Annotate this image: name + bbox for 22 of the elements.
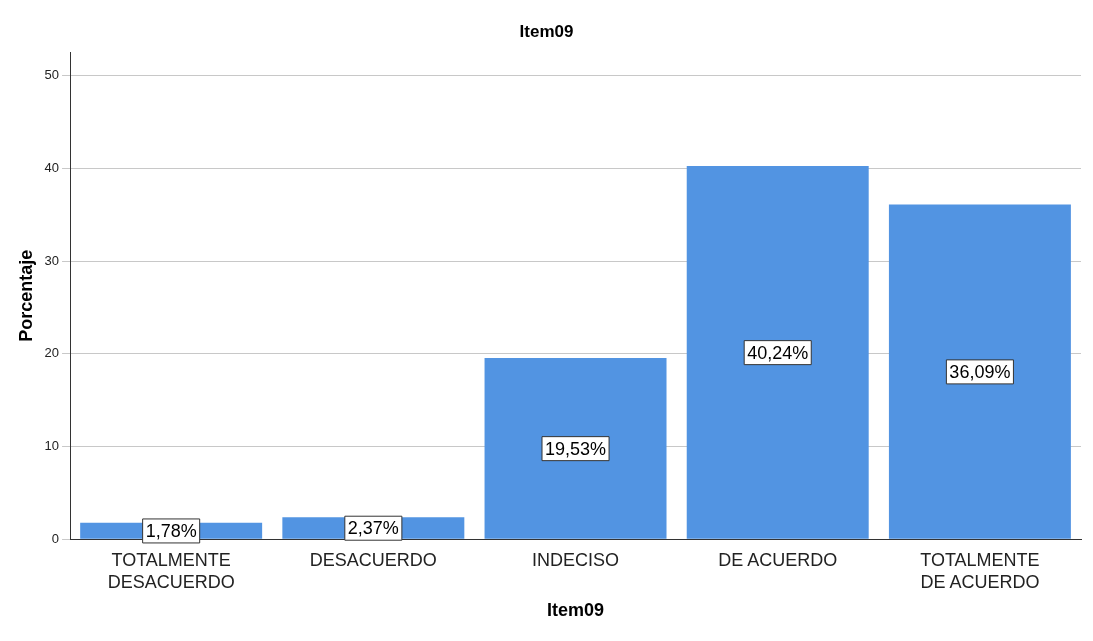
y-tick-label: 30 xyxy=(44,252,60,268)
x-tick-label: DESACUERDO xyxy=(309,549,437,570)
x-tick-label: TOTALMENTE DE ACUERDO xyxy=(920,549,1040,592)
bar xyxy=(888,204,1071,539)
x-tick-label: DE ACUERDO xyxy=(718,549,838,570)
y-tick-label: 20 xyxy=(44,345,60,361)
y-tick-label: 50 xyxy=(44,67,60,83)
chart-title: Item09 xyxy=(519,21,574,41)
data-label: 2,37% xyxy=(347,518,399,539)
x-axis-title: Item09 xyxy=(547,600,605,621)
y-tick-label: 40 xyxy=(44,159,60,175)
y-tick-label: 10 xyxy=(44,438,60,454)
bar xyxy=(686,166,869,539)
data-label: 1,78% xyxy=(145,520,197,541)
x-tick-label: INDECISO xyxy=(532,549,620,570)
y-tick-label: 0 xyxy=(51,530,60,546)
bar xyxy=(484,358,667,539)
x-tick-label: TOTALMENTE DESACUERDO xyxy=(107,549,235,592)
data-label: 40,24% xyxy=(747,342,809,363)
y-axis-title: Porcentaje xyxy=(15,249,36,342)
data-label: 36,09% xyxy=(949,361,1011,382)
data-label: 19,53% xyxy=(545,438,607,459)
